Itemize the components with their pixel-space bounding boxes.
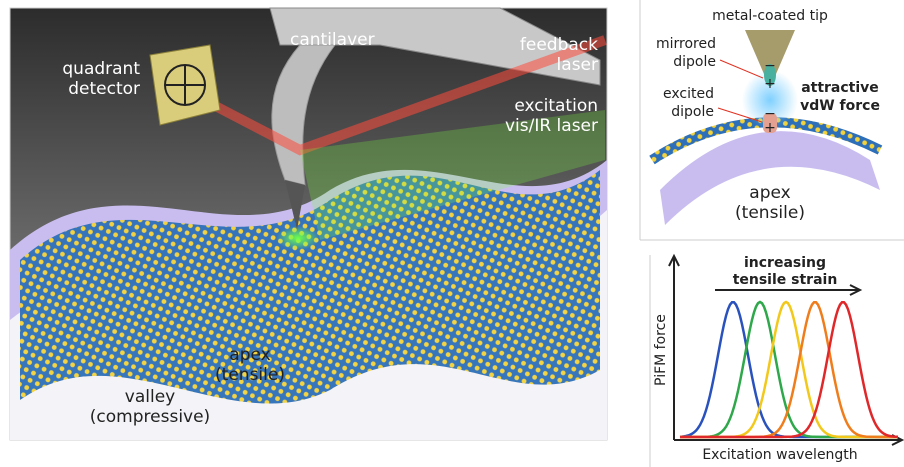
apex-label: (tensile): [215, 365, 285, 385]
mirrored-label: mirrored: [656, 36, 716, 52]
feedback-label: laser: [557, 55, 598, 75]
main-illustration: cantilaver feedback laser quadrant detec…: [10, 8, 607, 440]
detector-label: quadrant: [62, 59, 140, 79]
sign: +: [764, 76, 776, 92]
feedback-label: feedback: [520, 35, 598, 55]
arrow-label: tensile strain: [733, 272, 838, 288]
spectrum-curve: [680, 302, 898, 437]
tip-label: metal-coated tip: [712, 8, 828, 24]
mirrored-label: dipole: [673, 54, 716, 70]
x-label: Excitation wavelength: [702, 447, 857, 463]
figure: cantilaver feedback laser quadrant detec…: [0, 0, 904, 467]
excitation-label: vis/IR laser: [505, 116, 598, 136]
sign: +: [764, 120, 776, 136]
y-label: PiFM force: [653, 314, 669, 386]
excited-label: dipole: [671, 104, 714, 120]
valley-label: valley: [125, 387, 175, 407]
arrow-label: increasing: [744, 255, 826, 271]
sign: −: [764, 58, 776, 74]
valley-label: (compressive): [90, 407, 210, 427]
excited-label: excited: [663, 86, 714, 102]
apex-label: apex: [229, 345, 270, 365]
excitation-label: excitation: [514, 96, 598, 116]
apex-label: apex: [749, 183, 790, 203]
cantilever-label: cantilaver: [290, 30, 375, 50]
plot: increasing tensile strain PiFM force Exc…: [650, 255, 902, 467]
inset: − + − + metal-coated tip mirrored dipole…: [640, 0, 904, 240]
force-label: attractive: [801, 80, 879, 96]
apex-label: (tensile): [735, 203, 805, 223]
detector-label: detector: [68, 79, 140, 99]
force-label: vdW force: [800, 98, 880, 114]
